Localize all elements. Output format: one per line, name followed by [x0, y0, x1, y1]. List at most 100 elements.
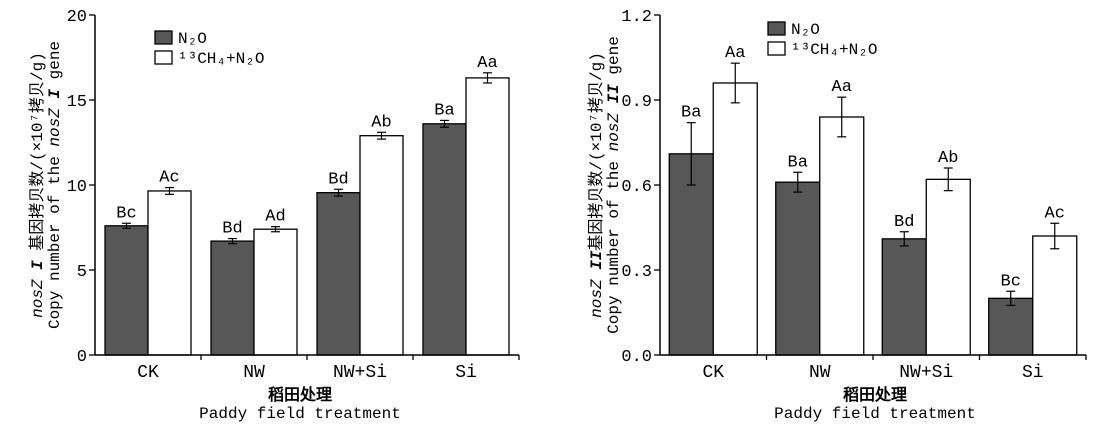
significance-label-series2-ck: Ac: [159, 169, 179, 188]
legend: N₂O ¹³CH₄+N₂O: [154, 30, 264, 68]
y-tick-label: 15: [67, 93, 87, 112]
x-axis-label-cn: 稻田处理: [268, 385, 332, 405]
legend: N₂O ¹³CH₄+N₂O: [767, 21, 877, 59]
error-bar-series2-nw-si: [943, 167, 953, 192]
legend-label-ch4-n2o: ¹³CH₄+N₂O: [791, 41, 877, 59]
bar-series2-nw-si: [359, 135, 404, 356]
x-category-label-ck: CK: [137, 363, 159, 383]
error-bar-series1-nw-si: [334, 188, 343, 197]
x-category-label-nw-si: NW+Si: [333, 363, 387, 383]
y-axis-label-cn: nosZ I 基因拷贝数/(×10⁷拷贝/g): [28, 52, 47, 318]
y-axis-label-numeral: II: [588, 250, 606, 270]
y-tick-label: 5: [77, 263, 87, 282]
significance-label-series1-ck: Bc: [116, 204, 136, 223]
error-bar-series1-si: [1006, 290, 1016, 307]
y-tick-label: 0.0: [621, 348, 652, 367]
x-axis-label-en: Paddy field treatment: [774, 405, 976, 423]
legend-swatch-ch4-n2o: [767, 41, 786, 56]
legend-swatch-n2o: [767, 21, 786, 36]
legend-label-n2o: N₂O: [791, 21, 820, 39]
bar-series1-nw: [210, 240, 255, 356]
significance-label-series2-nw: Aa: [832, 78, 852, 97]
error-bar-series1-ck: [122, 222, 131, 229]
error-bar-series2-nw: [271, 226, 280, 233]
chart-nosz-ii: Ba Ba Bd Bc Aa Aa Ab Ac 0.0 0.3 0.6 0.9 1.2 CK NW NW+Si…: [587, 8, 1087, 423]
y-axis-label-gene: nosZ: [46, 108, 64, 147]
y-axis-label-gene: nosZ: [588, 279, 606, 318]
bar-series1-si: [422, 123, 467, 356]
y-axis-label-numeral: I: [29, 260, 47, 270]
significance-label-series2-nw: Ad: [265, 208, 285, 227]
y-axis-label-unit: 基因拷贝数/(×10⁷拷贝/g): [587, 52, 606, 250]
bar-series1-ck: [104, 225, 149, 356]
y-tick-label: 0.6: [621, 178, 652, 197]
x-category-label-si: Si: [455, 363, 477, 383]
bar-series1-nw-si: [881, 238, 927, 356]
legend-label-n2o: N₂O: [178, 30, 207, 48]
y-axis-label-numeral: II: [605, 84, 623, 104]
bar-series1-si: [988, 297, 1034, 356]
y-tick-label: 0.9: [621, 93, 652, 112]
bar-series1-nw-si: [316, 191, 361, 356]
y-axis-label-gene: nosZ: [605, 113, 623, 152]
x-category-label-nw: NW: [243, 363, 265, 383]
y-axis-label-en: Copy number of the nosZ I gene: [46, 41, 64, 329]
plot-marks: Ba Ba Bd Bc Aa Aa Ab Ac 0.0 0.3 0.6 0.9 1.2 CK NW NW+Si…: [621, 8, 1087, 383]
y-axis-label-numeral: I: [46, 89, 64, 99]
bar-series2-nw: [819, 116, 865, 356]
error-bar-series1-si: [440, 119, 449, 128]
y-axis-label-cn: nosZ II基因拷贝数/(×10⁷拷贝/g): [587, 52, 606, 318]
bar-series2-ck: [147, 190, 192, 356]
y-axis-label-suffix: gene: [605, 36, 623, 74]
bar-series2-si: [465, 77, 510, 356]
significance-label-series1-si: Bc: [1001, 272, 1021, 291]
significance-label-series2-si: Ac: [1045, 204, 1065, 223]
y-axis-label-suffix: gene: [46, 41, 64, 79]
error-bar-series1-nw-si: [899, 231, 909, 247]
y-axis-label-unit: 基因拷贝数/(×10⁷拷贝/g): [28, 52, 47, 250]
error-bar-series2-ck: [730, 62, 740, 104]
significance-label-series2-ck: Aa: [725, 44, 745, 63]
plot-marks: Bc Bd Bd Ba Ac Ad Ab Aa 0 5 10 15 20 CK NW NW+Si Si: [67, 8, 520, 383]
y-tick-label: 1.2: [621, 8, 652, 27]
error-bar-series2-ck: [165, 186, 174, 195]
bar-series2-nw-si: [925, 178, 971, 356]
bar-series2-si: [1032, 235, 1078, 356]
error-bar-series2-nw-si: [377, 131, 386, 140]
x-category-label-ck: CK: [702, 363, 724, 383]
y-tick-label: 0.3: [621, 263, 652, 282]
chart-nosz-i: Bc Bd Bd Ba Ac Ad Ab Aa 0 5 10 15 20 CK NW NW+Si Si nosZ…: [28, 8, 520, 423]
error-bar-series1-nw: [228, 237, 237, 245]
x-axis-label-en: Paddy field treatment: [199, 405, 401, 423]
significance-label-series1-nw: Ba: [788, 153, 808, 172]
error-bar-series2-si: [483, 72, 492, 84]
error-bar-series2-si: [1050, 222, 1060, 250]
y-tick-label: 0: [77, 348, 87, 367]
error-bar-series1-ck: [686, 122, 696, 186]
legend-swatch-n2o: [154, 30, 173, 45]
x-axis-label-cn: 稻田处理: [843, 385, 907, 405]
significance-label-series1-nw-si: Bd: [894, 213, 914, 232]
significance-label-series1-nw: Bd: [222, 220, 242, 239]
significance-label-series2-nw-si: Ab: [371, 113, 391, 132]
y-axis-label-en: Copy number of the nosZ II gene: [605, 36, 623, 334]
x-category-label-si: Si: [1022, 363, 1044, 383]
significance-label-series1-nw-si: Bd: [328, 170, 348, 189]
significance-label-series1-si: Ba: [434, 101, 454, 120]
y-axis-label-gene: nosZ: [29, 279, 47, 318]
error-bar-series1-nw: [793, 171, 803, 193]
y-tick-label: 20: [67, 8, 87, 27]
bar-series2-nw: [253, 228, 298, 356]
significance-label-series2-si: Aa: [477, 54, 497, 73]
bar-series2-ck: [712, 82, 758, 356]
legend-swatch-ch4-n2o: [154, 50, 173, 65]
significance-label-series2-nw-si: Ab: [938, 149, 958, 168]
y-tick-label: 10: [67, 178, 87, 197]
significance-label-series1-ck: Ba: [681, 104, 701, 123]
y-axis-label-prefix: Copy number of the: [46, 156, 64, 329]
error-bar-series2-nw: [837, 96, 847, 138]
bar-series1-nw: [775, 181, 821, 356]
legend-label-ch4-n2o: ¹³CH₄+N₂O: [178, 50, 264, 68]
x-category-label-nw-si: NW+Si: [899, 363, 953, 383]
x-category-label-nw: NW: [809, 363, 831, 383]
